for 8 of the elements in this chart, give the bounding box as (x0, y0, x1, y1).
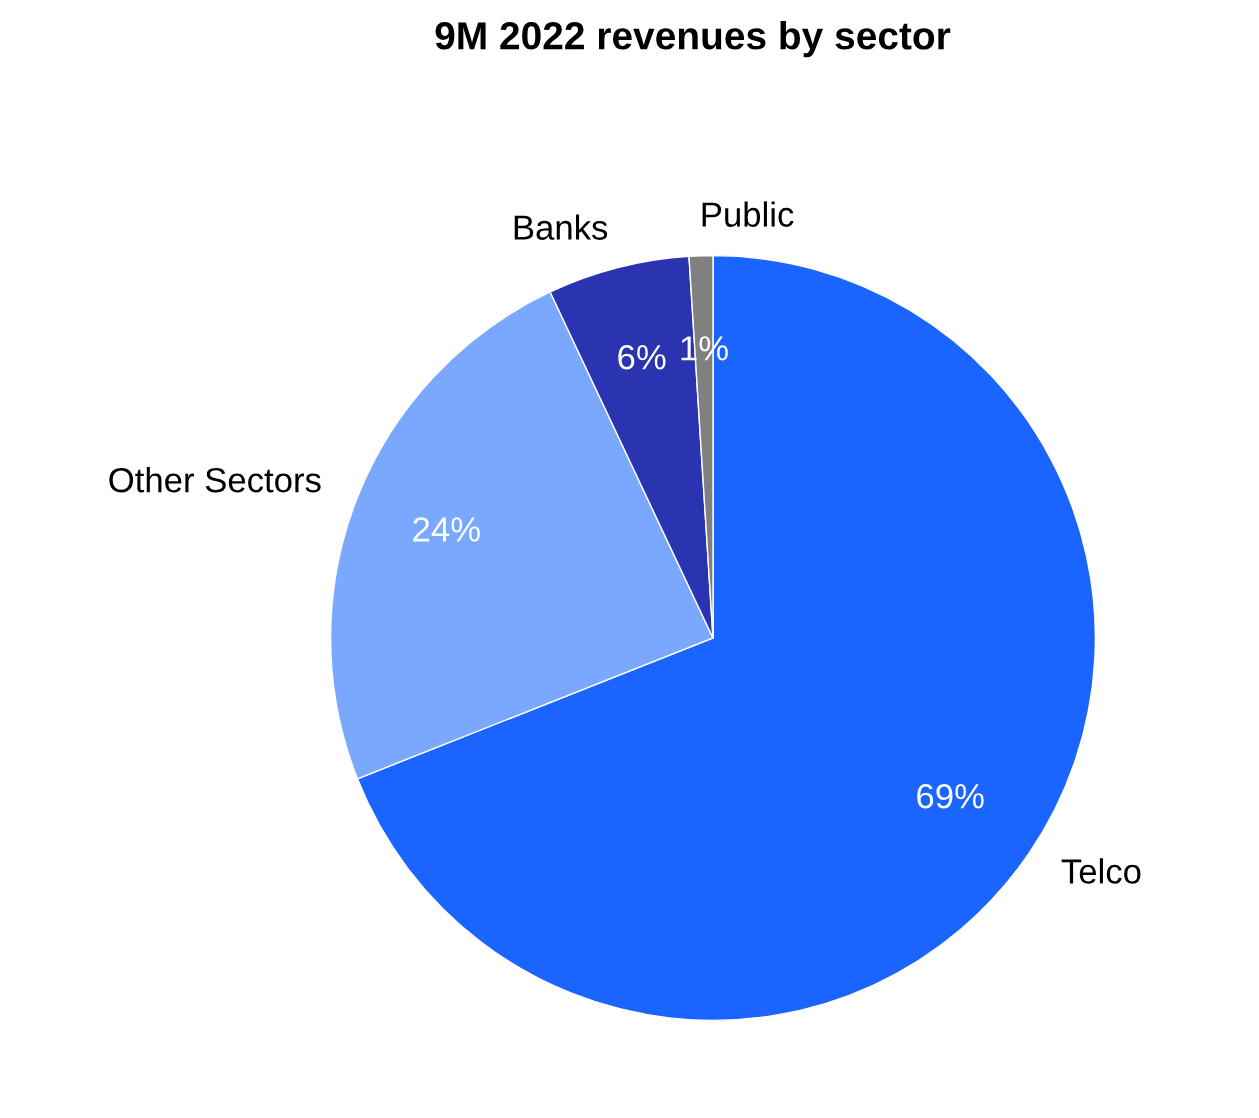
slice-label: Banks (514, 214, 608, 240)
data-label: 69% (917, 783, 984, 809)
slice-label: Other Sectors (109, 466, 321, 493)
slice-label: Public (702, 201, 794, 227)
slice-label: Telco (1061, 858, 1141, 884)
data-label: 24% (413, 517, 480, 542)
data-label: 6% (618, 344, 666, 370)
chart-title: 9M 2022 revenues by sector (435, 21, 951, 58)
